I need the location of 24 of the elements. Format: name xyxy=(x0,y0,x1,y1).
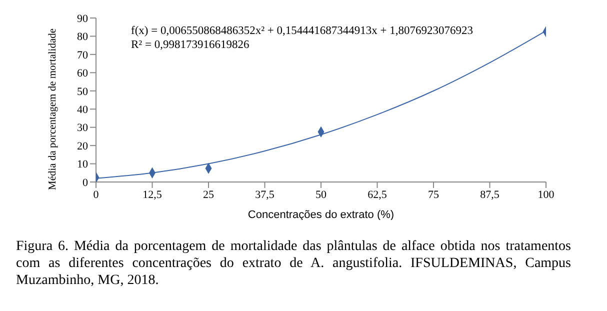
x-axis-title: Concentrações do extrato (%) xyxy=(248,209,394,221)
y-tick-label: 90 xyxy=(77,12,88,25)
y-tick-label: 10 xyxy=(77,158,88,171)
y-tick-label: 70 xyxy=(77,49,88,62)
x-tick-label: 62,5 xyxy=(368,188,388,201)
y-tick-label: 0 xyxy=(82,176,88,189)
x-tick-label: 25 xyxy=(203,188,214,201)
x-tick-label: 100 xyxy=(538,188,555,201)
y-tick-label: 50 xyxy=(77,86,88,98)
x-tick-label: 0 xyxy=(93,188,100,201)
x-tick-label: 50 xyxy=(316,188,327,201)
y-tick-label: 30 xyxy=(77,122,88,134)
x-tick-label: 12,5 xyxy=(142,188,162,201)
y-tick-label: 80 xyxy=(77,31,88,44)
x-tick-label: 75 xyxy=(428,188,440,201)
annotation: R² = 0,998173916619826 xyxy=(131,38,250,52)
y-axis-title: Média da porcentagem de mortalidade xyxy=(48,28,59,190)
y-tick-label: 60 xyxy=(77,68,88,80)
annotation: f(x) = 0,006550868486352x² + 0,154441687344913x + 1,8076923076923 xyxy=(131,24,474,38)
text: Figura 6. Média da porcentagem de mortalidade das plântulas de alface obtida nos tratamentos com as diferentes concentrações do extrato de A. angustifolia. IFSULDEMINAS, Campus Muzambinho, MG, 2018. xyxy=(16,238,571,289)
x-tick-label: 37,5 xyxy=(255,188,275,201)
y-tick-label: 20 xyxy=(77,140,88,152)
x-tick-label: 87,5 xyxy=(480,188,500,201)
y-tick-label: 40 xyxy=(77,104,88,116)
